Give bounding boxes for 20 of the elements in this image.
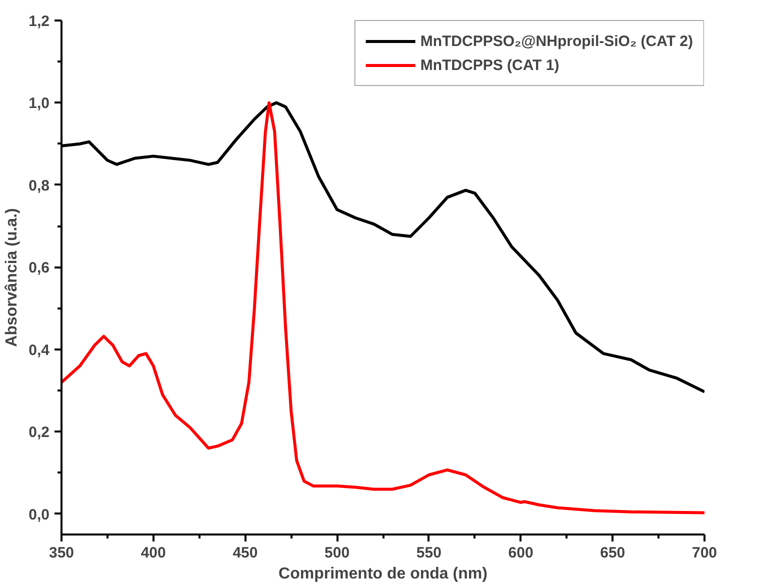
y-tick-label: 0,6 [28,260,50,277]
x-tick-label: 700 [692,544,718,562]
x-tick-label: 350 [48,544,74,562]
line-series [62,101,704,514]
y-tick-label: 0,4 [28,342,50,359]
y-tick-label: 1,0 [28,95,50,112]
legend-label: MnTDCPPS (CAT 1) [420,56,560,74]
x-tick-label: 500 [324,544,350,562]
x-tick-label: 450 [232,544,258,562]
x-tick-label: 400 [140,544,166,562]
y-tick-label: 0,0 [28,506,50,524]
x-tick-label: 550 [416,544,442,562]
x-axis-title: Comprimento de onda (nm) [278,566,488,582]
legend-label: MnTDCPPSO₂@NHpropil-SiO₂ (CAT 2) [420,32,693,50]
y-axis-title: Absorvância (u.a.) [4,208,21,347]
x-tick-label: 650 [600,544,626,562]
y-tick-label: 0,8 [28,177,50,194]
y-tick-label: 1,2 [28,13,50,30]
x-tick-label: 600 [508,544,534,562]
y-tick-label: 0,2 [28,424,50,442]
